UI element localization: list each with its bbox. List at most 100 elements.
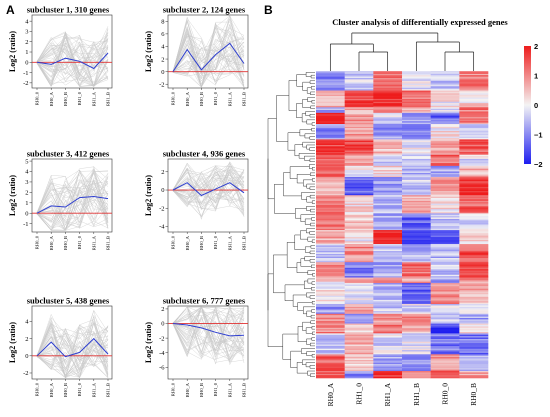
heatmap-cell — [430, 164, 460, 167]
heatmap-cell — [316, 354, 345, 356]
heatmap-cell — [459, 337, 489, 340]
heatmap-cell — [344, 234, 374, 236]
heatmap-cell — [459, 83, 489, 86]
heatmap-cell — [459, 192, 489, 195]
heatmap-cell — [459, 246, 489, 249]
heatmap-cell — [459, 333, 489, 336]
heatmap-cell — [316, 291, 345, 294]
heatmap-cell — [344, 329, 374, 331]
heatmap-cell — [373, 137, 403, 140]
heatmap-cell — [344, 337, 374, 340]
heatmap-cell — [373, 97, 403, 100]
heatmap-cell — [459, 238, 489, 241]
gene-profile — [36, 181, 109, 221]
heatmap-cell — [430, 368, 460, 370]
heatmap-cell — [316, 195, 345, 197]
heatmap-cell — [373, 87, 403, 90]
heatmap-cell — [344, 203, 374, 206]
heatmap-cell — [402, 287, 431, 289]
heatmap-cell — [373, 174, 403, 176]
heatmap-cell — [430, 241, 460, 243]
heatmap-cell — [373, 255, 403, 257]
heatmap-cell — [402, 366, 431, 369]
heatmap-cell — [373, 273, 403, 276]
heatmap-cell — [316, 273, 345, 276]
heatmap-cell — [430, 218, 460, 221]
heatmap-cell — [373, 283, 403, 285]
heatmap-cell — [316, 281, 345, 284]
heatmap-cell — [459, 281, 489, 284]
heatmap-cell — [430, 341, 460, 344]
heatmap-cell — [344, 124, 374, 126]
heatmap-cell — [459, 312, 489, 315]
heatmap-cell — [402, 294, 431, 296]
heatmap-cell — [459, 315, 489, 317]
heatmap-cell — [344, 260, 374, 263]
heatmap-cell — [430, 266, 460, 269]
heatmap-cell — [344, 122, 374, 125]
heatmap-cell — [459, 271, 489, 274]
heatmap-cell — [430, 203, 460, 206]
heatmap-cell — [459, 376, 489, 379]
heatmap-cell — [459, 224, 489, 227]
heatmap-cell — [459, 165, 489, 168]
heatmap-cell — [459, 298, 489, 301]
heatmap-cell — [430, 263, 460, 266]
heatmap-cell — [430, 354, 460, 356]
heatmap-cell — [316, 372, 345, 375]
heatmap-cell — [430, 192, 460, 195]
gene-profile — [36, 49, 109, 87]
heatmap-cell — [316, 220, 345, 223]
heatmap-cell — [459, 76, 489, 79]
heatmap-cell — [402, 118, 431, 121]
heatmap-cell — [344, 182, 374, 185]
gene-profile — [36, 347, 109, 376]
heatmap-cell — [402, 168, 431, 171]
heatmap-cell — [373, 295, 403, 298]
x-tick-label: RH0_0 — [35, 235, 40, 249]
heatmap-cell — [430, 211, 460, 214]
heatmap-cell — [373, 228, 403, 231]
heatmap-cell — [344, 292, 374, 295]
heatmap-cell — [459, 228, 489, 231]
heatmap-cell — [373, 209, 403, 211]
heatmap-cell — [430, 375, 460, 377]
heatmap-cell — [344, 128, 374, 130]
heatmap-cell — [459, 175, 489, 178]
heatmap-cell — [402, 337, 431, 340]
gene-profile — [36, 45, 109, 72]
heatmap-cell — [316, 357, 345, 359]
gene-profile — [36, 47, 109, 87]
heatmap-cell — [430, 161, 460, 164]
heatmap-cell — [402, 253, 431, 256]
heatmap-cell — [459, 137, 489, 140]
heatmap-cell — [430, 206, 460, 209]
heatmap-cell — [402, 115, 431, 118]
heatmap-cell — [373, 140, 403, 143]
heatmap-cell — [373, 227, 403, 229]
x-tick-label: RH0_A — [185, 235, 190, 250]
heatmap-cell — [373, 213, 403, 216]
heatmap-cell — [316, 129, 345, 132]
heatmap-cell — [373, 149, 403, 151]
heatmap-cell — [316, 197, 345, 200]
heatmap-cell — [459, 269, 489, 271]
gene-profile — [36, 325, 109, 370]
heatmap-cell — [344, 301, 374, 303]
heatmap-cell — [373, 281, 403, 284]
heatmap-cell — [430, 101, 460, 104]
heatmap-cell — [402, 189, 431, 192]
heatmap-cell — [316, 313, 345, 316]
heatmap-cell — [430, 255, 460, 257]
heatmap-cell — [316, 172, 345, 175]
mean-profile-line — [172, 323, 245, 337]
x-tick-label: RH1_0 — [213, 91, 218, 105]
heatmap-cell — [316, 126, 345, 129]
heatmap-cell — [316, 217, 345, 220]
heatmap-cell — [344, 165, 374, 168]
heatmap-cell — [430, 334, 460, 337]
heatmap-cell — [316, 93, 345, 96]
heatmap-cell — [373, 153, 403, 156]
heatmap-cell — [373, 104, 403, 107]
heatmap-cell — [373, 125, 403, 128]
